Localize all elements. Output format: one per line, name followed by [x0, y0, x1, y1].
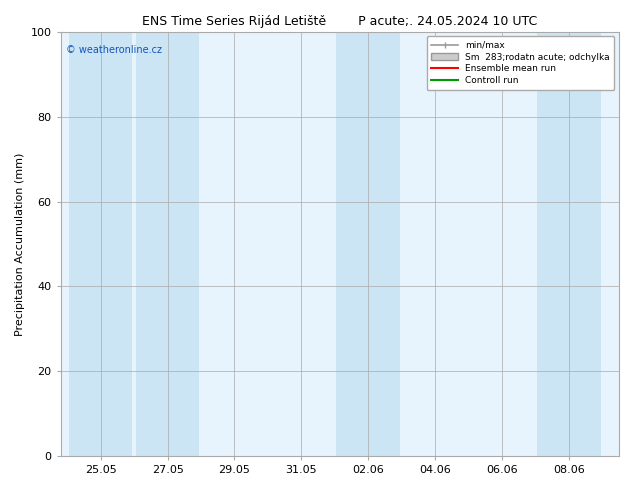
Title: ENS Time Series Rijád Letiště        P acute;. 24.05.2024 10 UTC: ENS Time Series Rijád Letiště P acute;. …	[142, 15, 538, 28]
Bar	[337, 32, 400, 456]
Y-axis label: Precipitation Accumulation (mm): Precipitation Accumulation (mm)	[15, 152, 25, 336]
Bar	[537, 32, 600, 456]
Text: © weatheronline.cz: © weatheronline.cz	[66, 45, 162, 55]
Bar	[136, 32, 199, 456]
Legend: min/max, Sm  283;rodatn acute; odchylka, Ensemble mean run, Controll run: min/max, Sm 283;rodatn acute; odchylka, …	[427, 36, 614, 90]
Bar	[69, 32, 133, 456]
